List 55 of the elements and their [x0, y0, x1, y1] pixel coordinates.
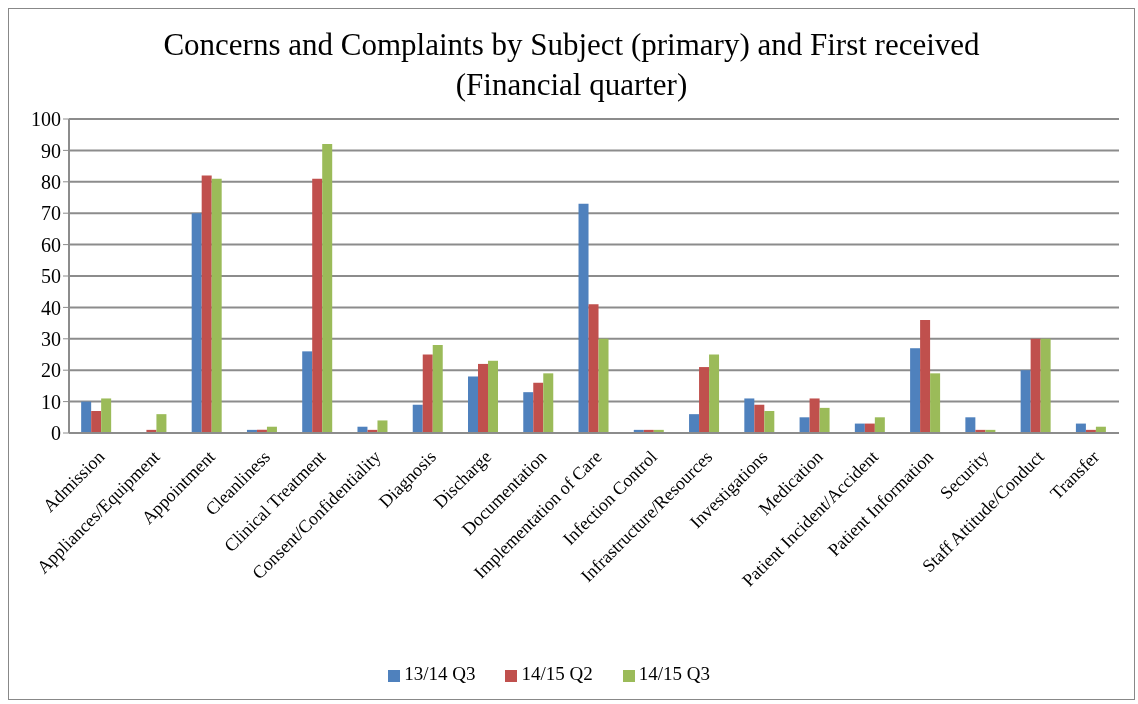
bar [432, 345, 443, 433]
bar [302, 351, 313, 433]
bar [578, 203, 589, 433]
bar [1040, 338, 1051, 433]
legend-label: 14/15 Q3 [638, 663, 710, 684]
bar [598, 338, 609, 433]
bar [1030, 338, 1041, 433]
bar [809, 398, 820, 433]
bar [819, 407, 830, 433]
y-tick-label: 0 [51, 422, 61, 445]
bar [965, 417, 976, 433]
bar [1020, 370, 1031, 433]
bar [201, 175, 212, 433]
bar [588, 304, 599, 433]
legend-label: 13/14 Q3 [404, 663, 476, 684]
bar [101, 398, 112, 433]
bar [930, 373, 941, 433]
y-tick-label: 80 [41, 170, 61, 193]
y-tick-label: 30 [41, 327, 61, 350]
bar [533, 382, 544, 433]
bar [754, 404, 765, 433]
bar [764, 411, 775, 433]
y-tick-label: 90 [41, 139, 61, 162]
y-tick-label: 60 [41, 233, 61, 256]
legend-label: 14/15 Q2 [521, 663, 593, 684]
y-tick-label: 100 [31, 108, 61, 131]
bar [422, 354, 433, 433]
y-tick-label: 20 [41, 359, 61, 382]
bar [156, 414, 167, 433]
bar [468, 376, 478, 433]
bar [488, 360, 498, 433]
bar [312, 178, 323, 433]
bar [211, 178, 222, 433]
bar [874, 417, 885, 433]
bar [689, 414, 700, 433]
bar [81, 401, 92, 433]
bar [920, 319, 931, 433]
bar [799, 417, 810, 433]
bar [699, 367, 710, 433]
bar [191, 213, 202, 433]
y-tick-label: 50 [41, 265, 61, 288]
bar [709, 354, 720, 433]
bar [523, 392, 534, 433]
bar [744, 398, 755, 433]
bar [478, 363, 488, 433]
bar [91, 411, 102, 433]
chart-title: Concerns and Complaints by Subject (primary) and First received (Financial quarter) [162, 26, 981, 104]
bar [412, 404, 423, 433]
bar [910, 348, 921, 433]
bar [543, 373, 554, 433]
y-tick-label: 40 [41, 296, 61, 319]
bar [322, 144, 333, 433]
y-tick-label: 70 [41, 202, 61, 225]
bar [377, 420, 388, 433]
y-tick-label: 10 [41, 390, 61, 413]
